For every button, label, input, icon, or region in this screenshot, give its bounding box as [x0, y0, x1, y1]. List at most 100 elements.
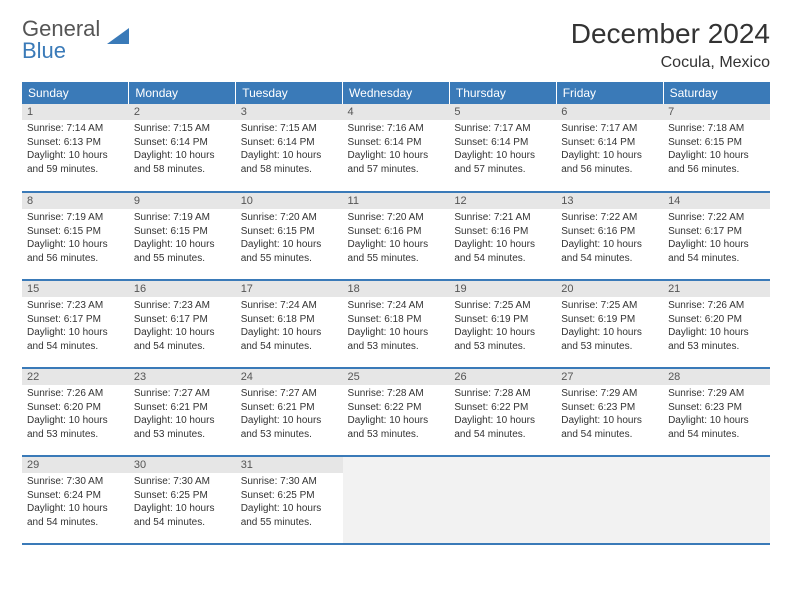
sunset-line: Sunset: 6:14 PM	[348, 136, 445, 150]
day-body: Sunrise: 7:27 AMSunset: 6:21 PMDaylight:…	[129, 385, 236, 445]
logo: General Blue	[22, 18, 131, 62]
day-body: Sunrise: 7:17 AMSunset: 6:14 PMDaylight:…	[449, 120, 556, 180]
daylight-line: Daylight: 10 hours and 57 minutes.	[454, 149, 551, 176]
sunset-line: Sunset: 6:17 PM	[27, 313, 124, 327]
sunrise-line: Sunrise: 7:19 AM	[134, 211, 231, 225]
triangle-icon	[105, 24, 131, 56]
day-body: Sunrise: 7:16 AMSunset: 6:14 PMDaylight:…	[343, 120, 450, 180]
sunrise-line: Sunrise: 7:15 AM	[134, 122, 231, 136]
sunset-line: Sunset: 6:14 PM	[241, 136, 338, 150]
sunrise-line: Sunrise: 7:27 AM	[241, 387, 338, 401]
daylight-line: Daylight: 10 hours and 54 minutes.	[561, 238, 658, 265]
calendar-cell: 27Sunrise: 7:29 AMSunset: 6:23 PMDayligh…	[556, 368, 663, 456]
day-body: Sunrise: 7:15 AMSunset: 6:14 PMDaylight:…	[236, 120, 343, 180]
calendar-cell: 14Sunrise: 7:22 AMSunset: 6:17 PMDayligh…	[663, 192, 770, 280]
daylight-line: Daylight: 10 hours and 59 minutes.	[27, 149, 124, 176]
daylight-line: Daylight: 10 hours and 53 minutes.	[134, 414, 231, 441]
sunset-line: Sunset: 6:23 PM	[561, 401, 658, 415]
day-number: 10	[236, 193, 343, 209]
sunset-line: Sunset: 6:17 PM	[668, 225, 765, 239]
calendar-cell: 19Sunrise: 7:25 AMSunset: 6:19 PMDayligh…	[449, 280, 556, 368]
day-body: Sunrise: 7:30 AMSunset: 6:25 PMDaylight:…	[129, 473, 236, 533]
sunset-line: Sunset: 6:21 PM	[241, 401, 338, 415]
day-body: Sunrise: 7:19 AMSunset: 6:15 PMDaylight:…	[22, 209, 129, 269]
day-number: 28	[663, 369, 770, 385]
daylight-line: Daylight: 10 hours and 55 minutes.	[134, 238, 231, 265]
day-body: Sunrise: 7:15 AMSunset: 6:14 PMDaylight:…	[129, 120, 236, 180]
sunrise-line: Sunrise: 7:20 AM	[348, 211, 445, 225]
calendar-row: 15Sunrise: 7:23 AMSunset: 6:17 PMDayligh…	[22, 280, 770, 368]
day-number: 15	[22, 281, 129, 297]
calendar-cell	[556, 456, 663, 544]
title-block: December 2024 Cocula, Mexico	[571, 18, 770, 72]
calendar-cell: 5Sunrise: 7:17 AMSunset: 6:14 PMDaylight…	[449, 104, 556, 192]
sunset-line: Sunset: 6:25 PM	[134, 489, 231, 503]
sunrise-line: Sunrise: 7:15 AM	[241, 122, 338, 136]
daylight-line: Daylight: 10 hours and 54 minutes.	[668, 414, 765, 441]
day-body: Sunrise: 7:23 AMSunset: 6:17 PMDaylight:…	[22, 297, 129, 357]
daylight-line: Daylight: 10 hours and 57 minutes.	[348, 149, 445, 176]
day-body: Sunrise: 7:25 AMSunset: 6:19 PMDaylight:…	[556, 297, 663, 357]
calendar-cell	[449, 456, 556, 544]
day-number: 11	[343, 193, 450, 209]
day-body: Sunrise: 7:19 AMSunset: 6:15 PMDaylight:…	[129, 209, 236, 269]
day-body: Sunrise: 7:21 AMSunset: 6:16 PMDaylight:…	[449, 209, 556, 269]
sunset-line: Sunset: 6:20 PM	[668, 313, 765, 327]
sunrise-line: Sunrise: 7:19 AM	[27, 211, 124, 225]
daylight-line: Daylight: 10 hours and 56 minutes.	[561, 149, 658, 176]
calendar-cell: 13Sunrise: 7:22 AMSunset: 6:16 PMDayligh…	[556, 192, 663, 280]
day-number: 29	[22, 457, 129, 473]
calendar-cell: 21Sunrise: 7:26 AMSunset: 6:20 PMDayligh…	[663, 280, 770, 368]
sunrise-line: Sunrise: 7:24 AM	[241, 299, 338, 313]
sunrise-line: Sunrise: 7:22 AM	[561, 211, 658, 225]
sunset-line: Sunset: 6:22 PM	[454, 401, 551, 415]
daylight-line: Daylight: 10 hours and 54 minutes.	[134, 326, 231, 353]
location: Cocula, Mexico	[571, 54, 770, 72]
logo-line2: Blue	[22, 38, 66, 63]
calendar-cell: 15Sunrise: 7:23 AMSunset: 6:17 PMDayligh…	[22, 280, 129, 368]
day-number: 6	[556, 104, 663, 120]
day-number: 16	[129, 281, 236, 297]
day-number: 12	[449, 193, 556, 209]
sunrise-line: Sunrise: 7:29 AM	[561, 387, 658, 401]
day-number: 17	[236, 281, 343, 297]
day-number: 22	[22, 369, 129, 385]
sunrise-line: Sunrise: 7:24 AM	[348, 299, 445, 313]
daylight-line: Daylight: 10 hours and 54 minutes.	[27, 326, 124, 353]
month-title: December 2024	[571, 18, 770, 50]
daylight-line: Daylight: 10 hours and 55 minutes.	[348, 238, 445, 265]
calendar-cell	[663, 456, 770, 544]
calendar-cell: 6Sunrise: 7:17 AMSunset: 6:14 PMDaylight…	[556, 104, 663, 192]
day-number: 19	[449, 281, 556, 297]
calendar-cell: 16Sunrise: 7:23 AMSunset: 6:17 PMDayligh…	[129, 280, 236, 368]
sunset-line: Sunset: 6:24 PM	[27, 489, 124, 503]
sunset-line: Sunset: 6:15 PM	[241, 225, 338, 239]
sunset-line: Sunset: 6:18 PM	[241, 313, 338, 327]
day-body: Sunrise: 7:30 AMSunset: 6:25 PMDaylight:…	[236, 473, 343, 533]
daylight-line: Daylight: 10 hours and 53 minutes.	[27, 414, 124, 441]
daylight-line: Daylight: 10 hours and 54 minutes.	[454, 238, 551, 265]
sunset-line: Sunset: 6:16 PM	[454, 225, 551, 239]
calendar-cell: 8Sunrise: 7:19 AMSunset: 6:15 PMDaylight…	[22, 192, 129, 280]
sunset-line: Sunset: 6:25 PM	[241, 489, 338, 503]
sunset-line: Sunset: 6:22 PM	[348, 401, 445, 415]
sunset-line: Sunset: 6:19 PM	[561, 313, 658, 327]
daylight-line: Daylight: 10 hours and 53 minutes.	[668, 326, 765, 353]
day-number: 23	[129, 369, 236, 385]
logo-text: General Blue	[22, 18, 100, 62]
day-body: Sunrise: 7:22 AMSunset: 6:17 PMDaylight:…	[663, 209, 770, 269]
sunset-line: Sunset: 6:17 PM	[134, 313, 231, 327]
calendar-row: 8Sunrise: 7:19 AMSunset: 6:15 PMDaylight…	[22, 192, 770, 280]
sunrise-line: Sunrise: 7:21 AM	[454, 211, 551, 225]
sunset-line: Sunset: 6:21 PM	[134, 401, 231, 415]
sunrise-line: Sunrise: 7:29 AM	[668, 387, 765, 401]
calendar-cell: 3Sunrise: 7:15 AMSunset: 6:14 PMDaylight…	[236, 104, 343, 192]
day-body: Sunrise: 7:23 AMSunset: 6:17 PMDaylight:…	[129, 297, 236, 357]
daylight-line: Daylight: 10 hours and 58 minutes.	[134, 149, 231, 176]
sunrise-line: Sunrise: 7:30 AM	[27, 475, 124, 489]
calendar-cell: 9Sunrise: 7:19 AMSunset: 6:15 PMDaylight…	[129, 192, 236, 280]
header: General Blue December 2024 Cocula, Mexic…	[22, 18, 770, 72]
day-body: Sunrise: 7:24 AMSunset: 6:18 PMDaylight:…	[236, 297, 343, 357]
daylight-line: Daylight: 10 hours and 54 minutes.	[668, 238, 765, 265]
day-body: Sunrise: 7:22 AMSunset: 6:16 PMDaylight:…	[556, 209, 663, 269]
